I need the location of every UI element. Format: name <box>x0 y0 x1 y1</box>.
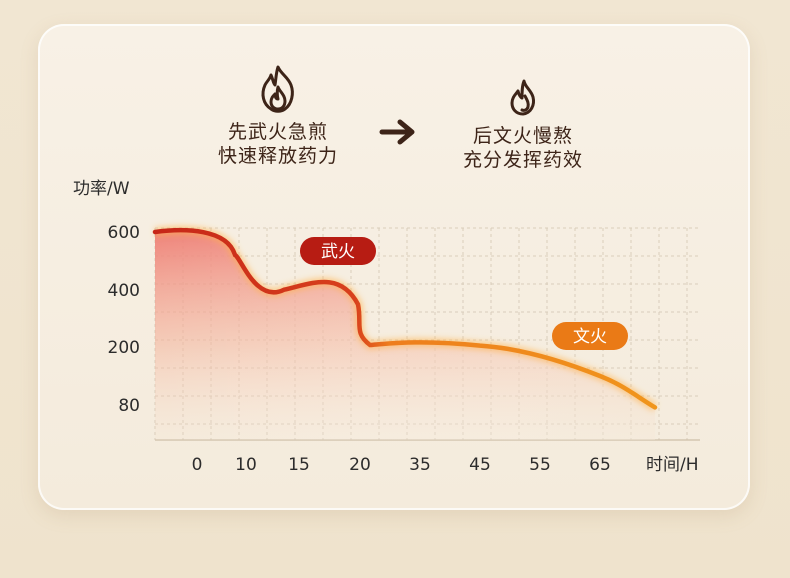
x-tick-label: 15 <box>288 455 310 475</box>
y-axis-label: 功率/W <box>73 179 130 199</box>
x-tick-label: 55 <box>529 455 551 475</box>
step-strong-fire: 先武火急煎 快速释放药力 <box>218 64 338 168</box>
step2-line2: 充分发挥药效 <box>462 149 583 171</box>
step1-line2: 快速释放药力 <box>218 145 339 167</box>
annotation-label-strong: 武火 <box>321 242 355 262</box>
step1-line1: 先武火急煎 <box>227 121 328 143</box>
area-fill-fade <box>155 230 655 440</box>
step-gentle-fire: 后文火慢熬 充分发挥药效 <box>458 78 588 172</box>
x-tick-label: 45 <box>469 455 491 475</box>
flame-large-icon <box>261 65 294 113</box>
arrow-right-icon <box>379 119 415 145</box>
x-axis-label: 时间/H <box>646 455 699 475</box>
step2-line1: 后文火慢熬 <box>472 125 573 147</box>
annotation-badge-strong <box>300 237 376 265</box>
x-tick-label: 20 <box>349 455 371 475</box>
y-tick-label: 80 <box>118 396 140 416</box>
chart-area <box>152 225 658 440</box>
x-axis-ticks: 0 10 15 20 35 45 55 65 <box>192 455 611 475</box>
x-tick-label: 35 <box>409 455 431 475</box>
annotation-label-weak: 文火 <box>573 327 607 347</box>
x-tick-label: 0 <box>192 455 203 475</box>
y-tick-label: 400 <box>108 281 140 301</box>
flame-small-icon <box>510 79 535 116</box>
power-curve <box>152 228 658 410</box>
y-tick-label: 600 <box>108 223 140 243</box>
y-axis-ticks: 600 400 200 80 <box>108 223 140 416</box>
x-tick-label: 10 <box>235 455 257 475</box>
x-tick-label: 65 <box>589 455 611 475</box>
annotation-badge-weak <box>552 322 628 350</box>
y-tick-label: 200 <box>108 338 140 358</box>
